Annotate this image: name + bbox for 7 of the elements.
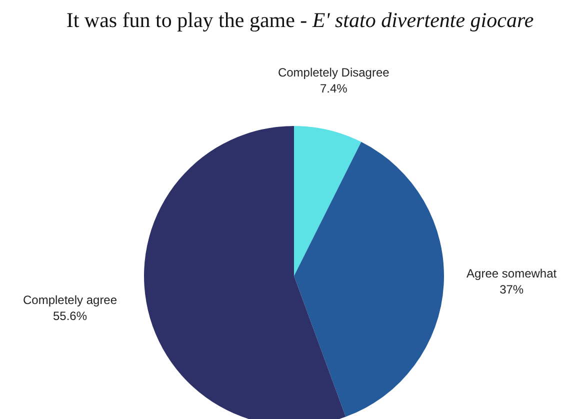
chart-title: It was fun to play the game - E' stato divertente giocare [65, 8, 535, 33]
slice-label: Completely Disagree [278, 65, 390, 80]
data-label: 55.6% [53, 308, 88, 323]
slice-label: Completely agree [22, 292, 118, 307]
data-label: 7.4% [320, 81, 348, 96]
data-label: 37% [500, 282, 524, 297]
slice-label: Agree somewhat [466, 266, 558, 281]
